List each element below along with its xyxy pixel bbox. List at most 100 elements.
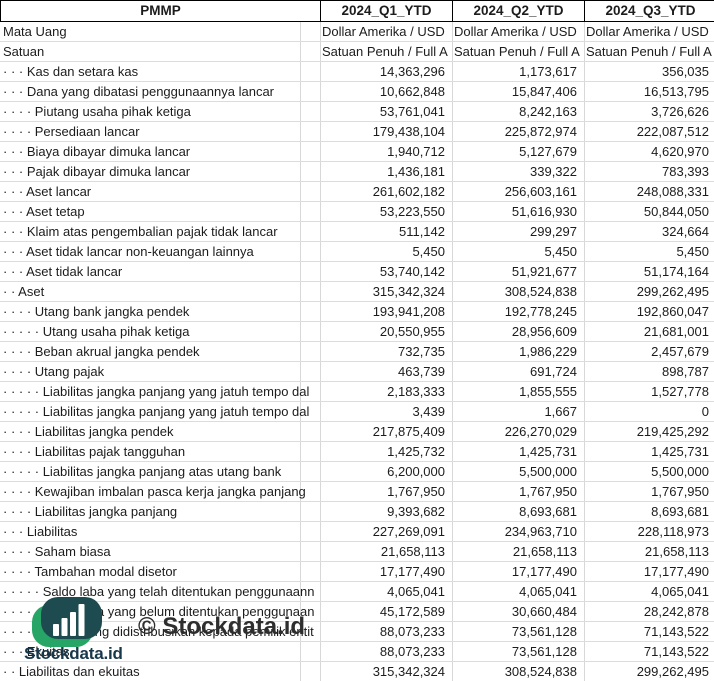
value-cell[interactable]: 299,262,495 [636, 664, 709, 679]
value-cell[interactable]: 299,297 [530, 224, 577, 239]
value-cell[interactable]: 1,425,731 [519, 444, 577, 459]
value-cell[interactable]: 21,658,113 [644, 544, 709, 559]
value-cell[interactable]: 5,450 [544, 244, 577, 259]
row-label-cell[interactable]: Mata Uang [3, 24, 67, 39]
meta-value-cell[interactable]: Dollar Amerika / USD [454, 24, 577, 39]
value-cell[interactable]: 8,242,163 [519, 104, 577, 119]
value-cell[interactable]: 5,450 [676, 244, 709, 259]
value-cell[interactable]: 299,262,495 [636, 284, 709, 299]
value-cell[interactable]: 1,767,950 [519, 484, 577, 499]
value-cell[interactable]: 511,142 [398, 224, 445, 239]
value-cell[interactable]: 51,616,930 [511, 204, 577, 219]
value-cell[interactable]: 1,425,732 [387, 444, 445, 459]
row-label-cell[interactable]: · · · · Piutang usaha pihak ketiga [3, 104, 191, 119]
row-label-cell[interactable]: · · · Pajak dibayar dimuka lancar [3, 164, 191, 179]
value-cell[interactable]: 1,767,950 [651, 484, 709, 499]
value-cell[interactable]: 315,342,324 [372, 664, 445, 679]
value-cell[interactable]: 5,500,000 [519, 464, 577, 479]
meta-value-cell[interactable]: Satuan Penuh / Full A [586, 44, 712, 59]
value-cell[interactable]: 217,875,409 [372, 424, 445, 439]
value-cell[interactable]: 21,681,001 [643, 324, 709, 339]
row-label-cell[interactable]: · · · · · Saldo laba yang telah ditentuk… [3, 584, 315, 599]
value-cell[interactable]: 73,561,128 [511, 624, 577, 639]
value-cell[interactable]: 1,667 [544, 404, 577, 419]
value-cell[interactable]: 1,986,229 [519, 344, 577, 359]
value-cell[interactable]: 17,177,490 [643, 564, 709, 579]
row-label-cell[interactable]: · · · · Kewajiban imbalan pasca kerja ja… [3, 484, 306, 499]
value-cell[interactable]: 2,457,679 [651, 344, 709, 359]
value-cell[interactable]: 6,200,000 [387, 464, 445, 479]
value-cell[interactable]: 17,177,490 [379, 564, 445, 579]
row-label-cell[interactable]: · · · Aset lancar [3, 184, 92, 199]
value-cell[interactable]: 179,438,104 [372, 124, 445, 139]
header-col-q1[interactable]: 2024_Q1_YTD [321, 1, 453, 21]
row-label-cell[interactable]: · · · Ekuitas [3, 644, 70, 659]
row-label-cell[interactable]: · · · · Tambahan modal disetor [3, 564, 177, 579]
value-cell[interactable]: 4,065,041 [651, 584, 709, 599]
value-cell[interactable]: 30,660,484 [511, 604, 577, 619]
value-cell[interactable]: 5,450 [412, 244, 445, 259]
value-cell[interactable]: 3,439 [412, 404, 445, 419]
row-label-cell[interactable]: · · Aset [3, 284, 45, 299]
value-cell[interactable]: 783,393 [662, 164, 709, 179]
value-cell[interactable]: 1,767,950 [387, 484, 445, 499]
value-cell[interactable]: 227,269,091 [372, 524, 445, 539]
value-cell[interactable]: 1,855,555 [519, 384, 577, 399]
row-label-cell[interactable]: · · · · Beban akrual jangka pendek [3, 344, 200, 359]
value-cell[interactable]: 356,035 [662, 64, 709, 79]
row-label-cell[interactable]: · · · · · Liabilitas jangka panjang yang… [3, 384, 310, 399]
value-cell[interactable]: 45,172,589 [379, 604, 445, 619]
value-cell[interactable]: 28,956,609 [511, 324, 577, 339]
value-cell[interactable]: 1,940,712 [387, 144, 445, 159]
value-cell[interactable]: 71,143,522 [643, 644, 709, 659]
value-cell[interactable]: 51,174,164 [643, 264, 709, 279]
value-cell[interactable]: 193,941,208 [372, 304, 445, 319]
value-cell[interactable]: 53,761,041 [379, 104, 445, 119]
value-cell[interactable]: 315,342,324 [372, 284, 445, 299]
row-label-cell[interactable]: · · Liabilitas dan ekuitas [3, 664, 140, 679]
row-label-cell[interactable]: · · · Biaya dibayar dimuka lancar [3, 144, 191, 159]
row-label-cell[interactable]: · · · · Liabilitas pajak tangguhan [3, 444, 186, 459]
value-cell[interactable]: 324,664 [662, 224, 709, 239]
value-cell[interactable]: 4,620,970 [651, 144, 709, 159]
value-cell[interactable]: 28,242,878 [643, 604, 709, 619]
row-label-cell[interactable]: · · · Liabilitas [3, 524, 78, 539]
row-label-cell[interactable]: · · · · Saham biasa [3, 544, 111, 559]
value-cell[interactable]: 10,662,848 [379, 84, 445, 99]
meta-value-cell[interactable]: Dollar Amerika / USD [586, 24, 709, 39]
value-cell[interactable]: 50,844,050 [643, 204, 709, 219]
row-label-cell[interactable]: · · · Aset tetap [3, 204, 85, 219]
value-cell[interactable]: 4,065,041 [519, 584, 577, 599]
row-label-cell[interactable]: · · · · · Liabilitas jangka panjang yang… [3, 404, 310, 419]
value-cell[interactable]: 308,524,838 [504, 664, 577, 679]
value-cell[interactable]: 0 [701, 404, 709, 419]
value-cell[interactable]: 898,787 [662, 364, 709, 379]
value-cell[interactable]: 732,735 [398, 344, 445, 359]
value-cell[interactable]: 20,550,955 [379, 324, 445, 339]
value-cell[interactable]: 226,270,029 [504, 424, 577, 439]
value-cell[interactable]: 339,322 [530, 164, 577, 179]
header-col-q2[interactable]: 2024_Q2_YTD [453, 1, 585, 21]
value-cell[interactable]: 21,658,113 [380, 544, 445, 559]
value-cell[interactable]: 8,693,681 [651, 504, 709, 519]
value-cell[interactable]: 21,658,113 [512, 544, 577, 559]
value-cell[interactable]: 192,778,245 [504, 304, 577, 319]
row-label-cell[interactable]: · · · Klaim atas pengembalian pajak tida… [3, 224, 278, 239]
row-label-cell[interactable]: · · · Aset tidak lancar [3, 264, 123, 279]
value-cell[interactable]: 14,363,296 [379, 64, 445, 79]
value-cell[interactable]: 222,087,512 [636, 124, 709, 139]
value-cell[interactable]: 308,524,838 [504, 284, 577, 299]
row-label-cell[interactable]: · · · · · Utang usaha pihak ketiga [3, 324, 190, 339]
value-cell[interactable]: 261,602,182 [372, 184, 445, 199]
value-cell[interactable]: 225,872,974 [504, 124, 577, 139]
value-cell[interactable]: 71,143,522 [643, 624, 709, 639]
row-label-cell[interactable]: Satuan [3, 44, 45, 59]
row-label-cell[interactable]: · · · · Utang bank jangka pendek [3, 304, 190, 319]
value-cell[interactable]: 5,500,000 [651, 464, 709, 479]
row-label-cell[interactable]: · · · · Liabilitas jangka panjang [3, 504, 178, 519]
value-cell[interactable]: 1,425,731 [651, 444, 709, 459]
value-cell[interactable]: 8,693,681 [519, 504, 577, 519]
value-cell[interactable]: 1,436,181 [387, 164, 445, 179]
header-col-q3[interactable]: 2024_Q3_YTD [585, 1, 714, 21]
value-cell[interactable]: 51,921,677 [511, 264, 577, 279]
